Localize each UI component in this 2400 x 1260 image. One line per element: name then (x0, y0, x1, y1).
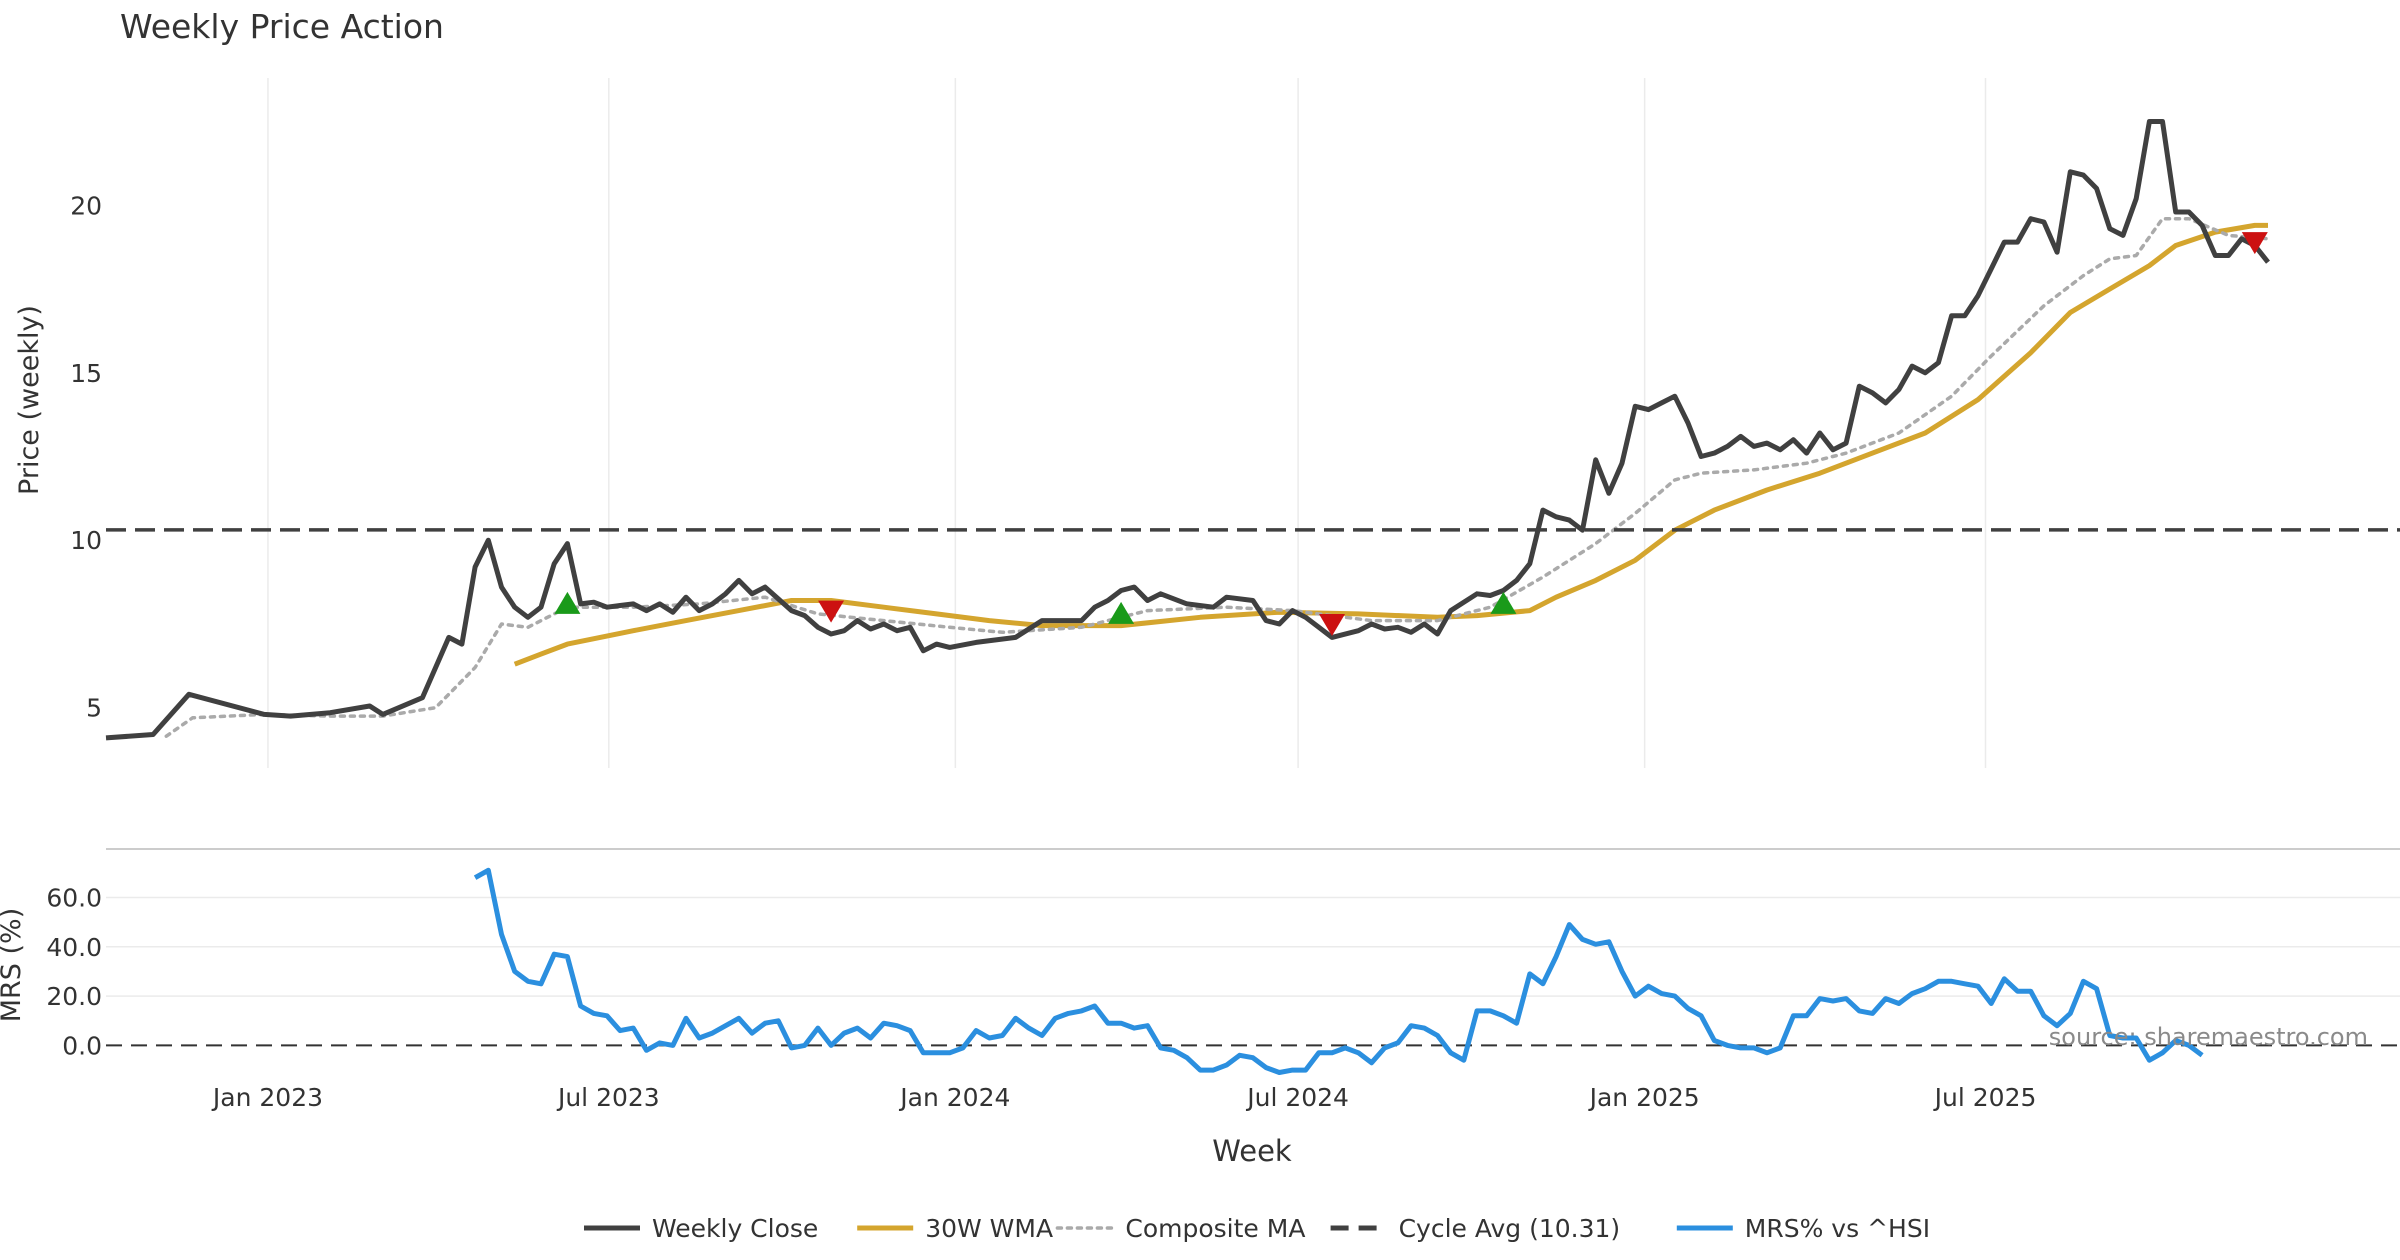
legend-label: MRS% vs ^HSI (1745, 1214, 1930, 1243)
source-annotation: source: sharemaestro.com (2049, 1023, 2368, 1051)
price-panel: Weekly Price Action Price (weekly) 5 10 15… (14, 7, 2400, 768)
mrs-gridlines (106, 896, 2400, 1047)
x-tick-label: Jul 2025 (1933, 1083, 2037, 1112)
x-tick-label: Jan 2023 (211, 1083, 323, 1112)
mrs-y-tick-label: 60.0 (46, 883, 102, 912)
legend-item: Composite MA (1055, 1214, 1305, 1243)
x-tick-label: Jan 2025 (1588, 1083, 1700, 1112)
sell-signal-marker (818, 600, 845, 623)
mrs-panel: MRS (%) 0.0 20.0 40.0 60.0 source: sharemae… (0, 867, 2400, 1168)
x-tick-labels: Jan 2023 Jul 2023 Jan 2024 Jul 2024 Jan 2025… (211, 1083, 2036, 1112)
x-tick-label: Jan 2024 (898, 1083, 1010, 1112)
30w-wma-line (513, 222, 2268, 667)
price-y-tick-label: 20 (70, 191, 102, 220)
price-y-tick-labels: 5 10 15 20 (70, 191, 102, 722)
buy-signal-marker (554, 591, 581, 614)
signal-markers (554, 232, 2268, 636)
mrs-y-tick-label: 20.0 (46, 982, 102, 1011)
legend-item: 30W WMA (857, 1214, 1053, 1243)
x-tick-label: Jul 2023 (556, 1083, 660, 1112)
mrs-line (473, 867, 2204, 1075)
legend-label: Cycle Avg (10.31) (1399, 1214, 1621, 1243)
composite-ma-line (164, 216, 2270, 738)
price-y-tick-label: 15 (70, 359, 102, 388)
sell-signal-marker (1319, 613, 1346, 636)
mrs-y-tick-labels: 0.0 20.0 40.0 60.0 (46, 883, 102, 1060)
weekly-close-line (105, 119, 2270, 741)
legend-label: Composite MA (1125, 1214, 1305, 1243)
price-gridlines (267, 78, 1987, 768)
price-y-axis-label: Price (weekly) (14, 305, 45, 495)
buy-signal-marker (1490, 591, 1517, 614)
mrs-y-tick-label: 0.0 (62, 1031, 102, 1060)
price-series-lines (105, 119, 2400, 741)
price-y-tick-label: 5 (86, 694, 102, 723)
x-axis-label: Week (1212, 1134, 1292, 1168)
price-y-tick-label: 10 (70, 526, 102, 555)
x-tick-label: Jul 2024 (1245, 1083, 1349, 1112)
mrs-series-lines (473, 867, 2204, 1075)
legend-item: Cycle Avg (10.31) (1330, 1214, 1621, 1243)
legend-item: Weekly Close (584, 1214, 818, 1243)
buy-signal-marker (1108, 601, 1135, 624)
legend-label: 30W WMA (925, 1214, 1053, 1243)
sell-signal-marker (2241, 232, 2268, 255)
legend-item: MRS% vs ^HSI (1676, 1214, 1930, 1243)
legend-label: Weekly Close (652, 1214, 818, 1243)
legend: Weekly Close 30W WMA Composite MA Cycle Avg… (584, 1214, 1930, 1243)
chart-title: Weekly Price Action (120, 7, 444, 46)
mrs-y-tick-label: 40.0 (46, 933, 102, 962)
mrs-y-axis-label: MRS (%) (0, 908, 27, 1023)
